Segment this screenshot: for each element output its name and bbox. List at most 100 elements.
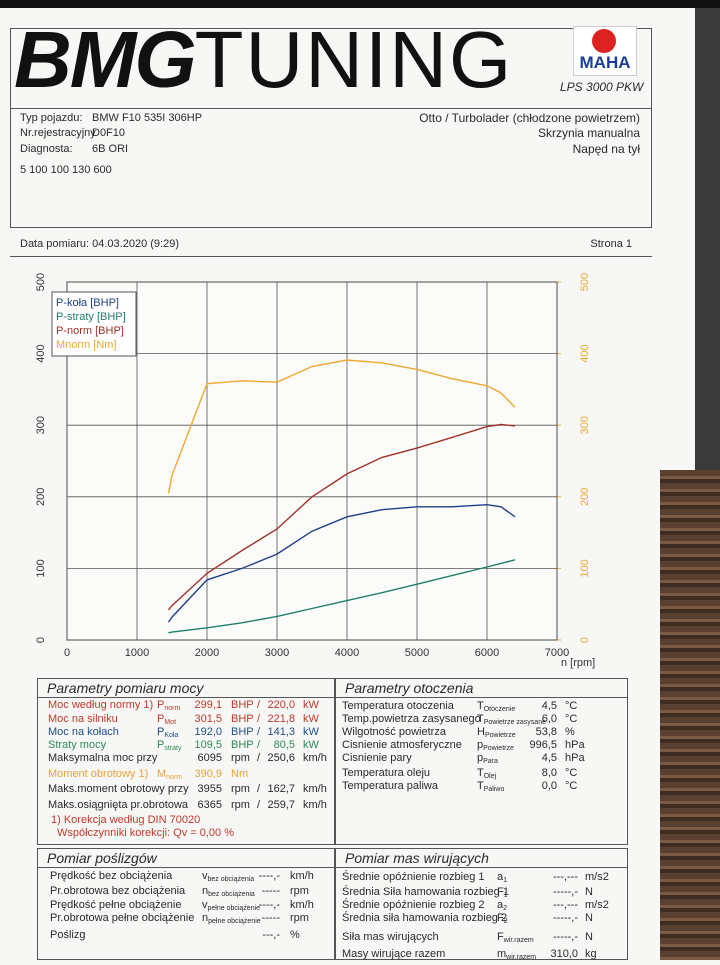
wood-surface [660, 470, 720, 960]
row-unit: m/s2 [585, 899, 609, 911]
measurement-date: Data pomiaru: 04.03.2020 (9:29) [20, 238, 179, 250]
row-label: Temperatura otoczenia [342, 700, 454, 712]
row-symbol-sub: wir.razem [506, 954, 537, 961]
legend-entry: P-straty [BHP] [56, 311, 126, 323]
legend-entry: Mnorm [Nm] [56, 339, 117, 351]
logo: BMGTUNING [14, 14, 513, 106]
series-line [167, 503, 516, 623]
logo-bold: BMG [14, 15, 197, 104]
row-symbol: Pstraty [157, 739, 182, 752]
row-value: 192,0 [194, 726, 222, 738]
vehicle-label: Nr.rejestracyjny [20, 127, 96, 139]
model: LPS 3000 PKW [560, 80, 644, 94]
row-symbol-sub: wir.razem [503, 937, 534, 944]
row-label: Pr.obrotowa pełne obciążenie [50, 912, 195, 924]
row-symbol-sub: 2 [503, 905, 508, 912]
row-value: 310,0 [550, 948, 578, 960]
row-label: Temperatura oleju [342, 767, 431, 779]
row-value: 996,5 [529, 739, 557, 751]
row-symbol: nbez obciążenia [202, 885, 255, 898]
y2-tick-label: 500 [579, 273, 591, 291]
y2-tick-label: 0 [579, 637, 591, 643]
row-symbol-sub: Powietrze [484, 732, 516, 739]
row-unit: BHP [231, 726, 254, 738]
row-unit: km/h [303, 752, 327, 764]
row-value: ----- [261, 912, 280, 924]
row-value: ---,--- [552, 871, 578, 883]
row-label: Prędkość bez obciążenia [50, 870, 173, 882]
row-symbol-sub: Para [483, 758, 498, 765]
row-symbol: vpełne obciążenie [202, 899, 261, 912]
note: Współczynniki korekcji: Qv = 0,00 % [57, 827, 234, 839]
row-label: Moc na silniku [48, 713, 118, 725]
row-symbol-sub: straty [164, 745, 182, 752]
row-unit: km/h [303, 783, 327, 795]
row-unit: / [257, 699, 261, 711]
row-unit: % [290, 929, 300, 941]
row-symbol: HPowietrze [477, 726, 516, 739]
vehicle-value: 6B ORI [92, 143, 129, 155]
section-title: Pomiar mas wirujących [345, 850, 489, 866]
y-tick-label: 200 [35, 488, 47, 506]
row-value: 259,7 [267, 799, 295, 811]
environment-title-bar [335, 697, 628, 698]
row-symbol: TOlej [477, 767, 497, 780]
row-symbol: TPowietrze zasysane [477, 713, 546, 726]
row-symbol: TPaliwo [477, 780, 505, 793]
row-symbol-sub: norm [166, 774, 183, 781]
row-symbol-sub: Paliwo [483, 786, 505, 793]
row-value: 6365 [197, 799, 222, 811]
row-symbol: pPowietrze [477, 739, 514, 752]
row-label: Cisnienie atmosferyczne [342, 739, 462, 751]
row-label: Siła mas wirujących [342, 931, 439, 943]
power-box [37, 678, 335, 845]
x-tick-label: 2000 [195, 647, 219, 659]
row-unit: rpm [231, 752, 250, 764]
row-value: ----,- [258, 870, 280, 882]
row-symbol-sub: Powietrze [483, 745, 514, 752]
row-symbol-sub: norm [164, 705, 181, 712]
row-label: Pr.obrotowa bez obciążenia [50, 885, 186, 897]
row-unit: / [257, 739, 261, 751]
legend-box [51, 291, 137, 357]
row-symbol-sub: 1 [503, 892, 508, 899]
row-value: 80,5 [273, 739, 295, 751]
row-unit: °C [565, 700, 578, 712]
row-symbol-sub: bez obciążenia [208, 891, 255, 898]
x-axis-label: n [rpm] [561, 657, 595, 669]
row-unit: km/h [290, 899, 314, 911]
row-value: 6095 [197, 752, 222, 764]
engine-info: Otto / Turbolader (chłodzone powietrzem) [419, 111, 640, 125]
row-value: 299,1 [194, 699, 222, 711]
row-label: Maks.osiągnięta pr.obrotowa [48, 799, 189, 811]
row-value: 6,0 [541, 713, 557, 725]
row-label: Średnie opóźnienie rozbieg 2 [342, 899, 485, 911]
x-tick-label: 3000 [265, 647, 289, 659]
x-tick-label: 5000 [405, 647, 429, 659]
maha-logo: MAHA [573, 26, 637, 76]
x-tick-label: 6000 [475, 647, 499, 659]
row-label: Masy wirujące razem [342, 948, 446, 960]
section-title: Parametry pomiaru mocy [47, 680, 204, 696]
row-unit: / [257, 713, 261, 725]
row-unit: BHP [231, 739, 254, 751]
engine-info: Napęd na tył [572, 142, 640, 156]
row-value: 53,8 [535, 726, 557, 738]
row-unit: / [257, 726, 261, 738]
series-line [168, 559, 516, 634]
row-symbol-sub: Powietrze zasysane [483, 719, 546, 726]
row-label: Cisnienie pary [342, 752, 412, 764]
row-value: 4,5 [541, 700, 557, 712]
y2-tick-label: 100 [579, 559, 591, 577]
y2-tick-label: 200 [579, 488, 591, 506]
row-unit: kW [303, 739, 319, 751]
row-label: Poślizg [50, 929, 86, 941]
row-label: Temperatura paliwa [342, 780, 438, 792]
x-tick-label: 4000 [335, 647, 359, 659]
row-value: -----,- [552, 886, 578, 898]
row-value: 8,0 [541, 767, 557, 779]
row-value: -----,- [552, 912, 578, 924]
row-symbol: npełne obciążenie [202, 912, 261, 925]
row-unit: N [585, 886, 593, 898]
row-unit: m/s2 [585, 871, 609, 883]
